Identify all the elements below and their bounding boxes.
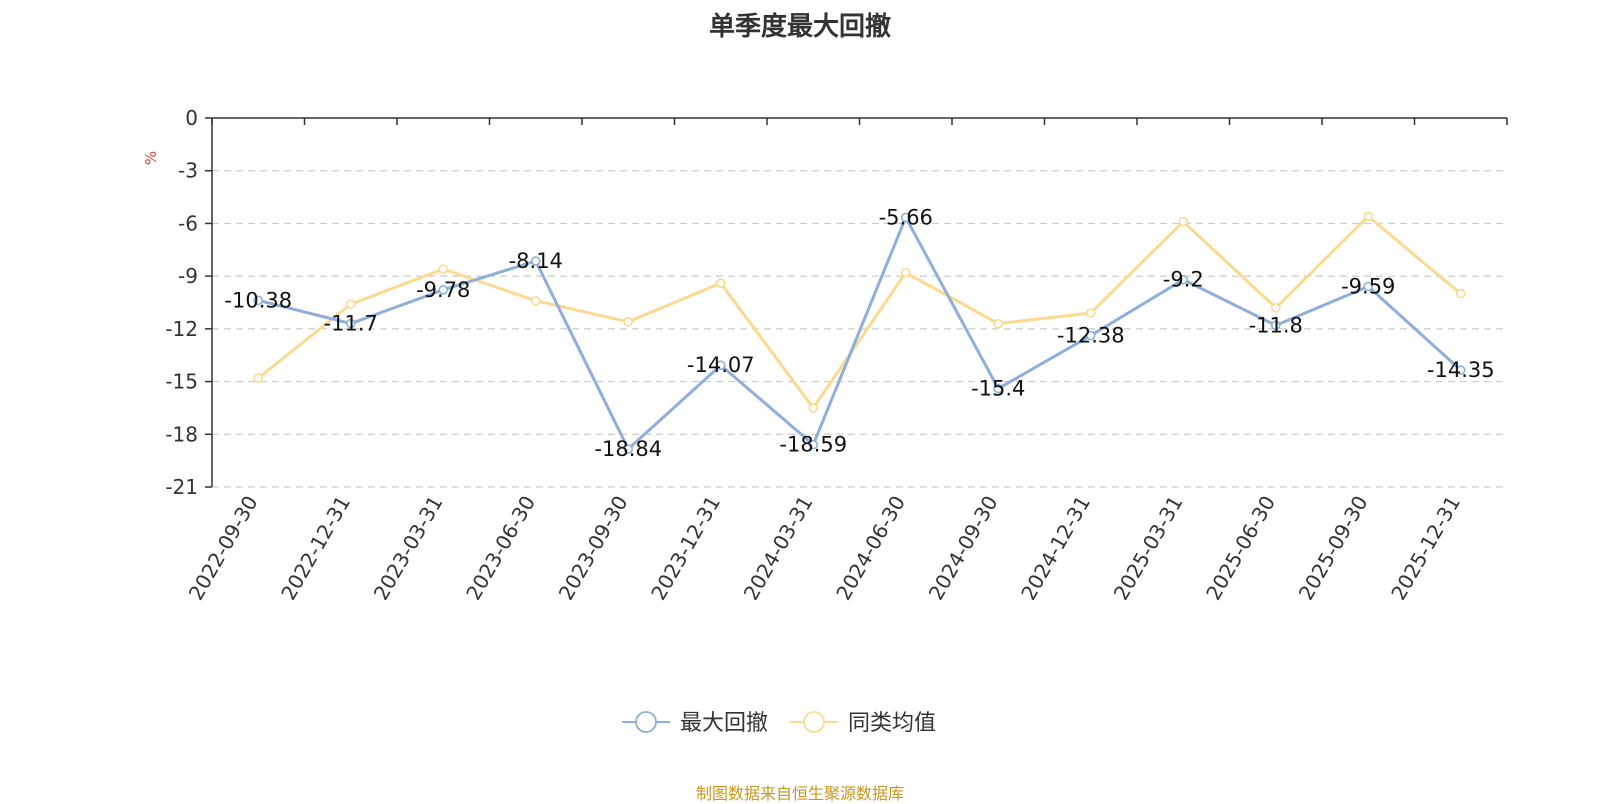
data-point bbox=[1085, 308, 1096, 318]
data-label: -5.66 bbox=[879, 205, 933, 229]
y-tick-label: 0 bbox=[185, 106, 198, 130]
axes bbox=[205, 117, 1508, 488]
data-point bbox=[1455, 365, 1466, 375]
data-label: -14.07 bbox=[687, 353, 755, 377]
x-tick-label: 2022-09-30 bbox=[184, 492, 263, 605]
data-point bbox=[715, 360, 726, 371]
legend-label-0: 最大回撤 bbox=[680, 711, 768, 736]
data-label: -18.84 bbox=[594, 437, 662, 461]
data-label: -18.59 bbox=[779, 433, 847, 457]
data-label: -11.8 bbox=[1249, 313, 1303, 337]
y-tick-label: -15 bbox=[165, 370, 198, 394]
data-label: -14.35 bbox=[1427, 358, 1495, 382]
y-tick-label: -12 bbox=[165, 317, 198, 341]
series-line-0 bbox=[257, 215, 1462, 451]
data-label: -9.2 bbox=[1163, 268, 1204, 292]
x-tick-label: 2024-03-31 bbox=[739, 492, 818, 605]
data-label: -10.38 bbox=[224, 288, 292, 312]
y-tick-label: -18 bbox=[165, 422, 198, 446]
data-label: -9.78 bbox=[416, 278, 470, 302]
data-label: -8.14 bbox=[509, 249, 563, 273]
data-point bbox=[530, 256, 541, 266]
data-point bbox=[253, 295, 264, 306]
data-point bbox=[345, 299, 356, 310]
data-point bbox=[438, 264, 449, 274]
x-tick-label: 2025-12-31 bbox=[1386, 492, 1465, 605]
data-point bbox=[530, 295, 541, 306]
data-point bbox=[993, 318, 1004, 329]
data-point bbox=[1270, 320, 1281, 331]
data-point bbox=[1270, 302, 1281, 313]
y-tick-label: -6 bbox=[178, 211, 198, 235]
x-tick-label: 2025-09-30 bbox=[1294, 492, 1373, 605]
y-tick-label: -9 bbox=[178, 264, 198, 288]
data-point bbox=[438, 285, 449, 295]
data-point bbox=[1363, 281, 1374, 292]
x-tick-label: 2025-06-30 bbox=[1201, 492, 1280, 605]
x-tick-label: 2023-09-30 bbox=[554, 492, 633, 605]
data-point bbox=[1455, 288, 1466, 299]
data-point bbox=[623, 317, 634, 327]
data-point bbox=[808, 439, 819, 450]
x-tick-label: 2023-12-31 bbox=[646, 492, 725, 605]
data-point bbox=[715, 278, 726, 288]
y-tick-label: -3 bbox=[178, 159, 198, 183]
data-label: -9.59 bbox=[1341, 275, 1395, 299]
data-point bbox=[993, 383, 1004, 394]
y-tick-labels: 0 -3 -6 -9 -12 -15 -18 -21 bbox=[165, 106, 198, 499]
x-tick-labels: 2022-09-30 2022-12-31 2023-03-31 2023-06-30… bbox=[184, 492, 1465, 605]
data-point bbox=[253, 373, 264, 383]
series-line-1 bbox=[257, 214, 1462, 410]
data-label: -11.7 bbox=[324, 312, 378, 336]
legend-marker-0 bbox=[635, 711, 657, 733]
legend-label-1: 同类均值 bbox=[848, 711, 936, 736]
y-tick-label: -21 bbox=[165, 475, 198, 499]
data-point bbox=[1178, 274, 1189, 285]
legend-marker-1 bbox=[803, 711, 825, 733]
data-point bbox=[900, 212, 911, 223]
data-point bbox=[808, 403, 819, 413]
y-axis-unit-label: % bbox=[142, 151, 160, 165]
data-point bbox=[1178, 216, 1189, 227]
x-tick-label: 2024-09-30 bbox=[924, 492, 1003, 605]
x-tick-label: 2025-03-31 bbox=[1109, 492, 1188, 605]
data-label: -15.4 bbox=[971, 377, 1025, 401]
x-tick-label: 2023-06-30 bbox=[461, 492, 540, 605]
legend: 最大回撤 同类均值 bbox=[622, 711, 936, 736]
x-tick-label: 2023-03-31 bbox=[369, 492, 448, 605]
data-labels: -10.38 -11.7 -9.78 -8.14 -18.84 -14.07 -18.59 -… bbox=[224, 205, 1494, 461]
x-tick-label: 2024-12-31 bbox=[1016, 492, 1095, 605]
data-point bbox=[345, 318, 356, 329]
data-point bbox=[623, 444, 634, 454]
data-point bbox=[1085, 330, 1096, 341]
data-point bbox=[900, 267, 911, 278]
data-point bbox=[1363, 211, 1374, 222]
x-tick-label: 2022-12-31 bbox=[276, 492, 355, 605]
source-note: 制图数据来自恒生聚源数据库 bbox=[695, 784, 904, 803]
x-tick-label: 2024-06-30 bbox=[831, 492, 910, 605]
data-label: -12.38 bbox=[1057, 324, 1125, 348]
series-lines bbox=[253, 211, 1466, 454]
chart-title: 单季度最大回撤 bbox=[708, 12, 891, 42]
